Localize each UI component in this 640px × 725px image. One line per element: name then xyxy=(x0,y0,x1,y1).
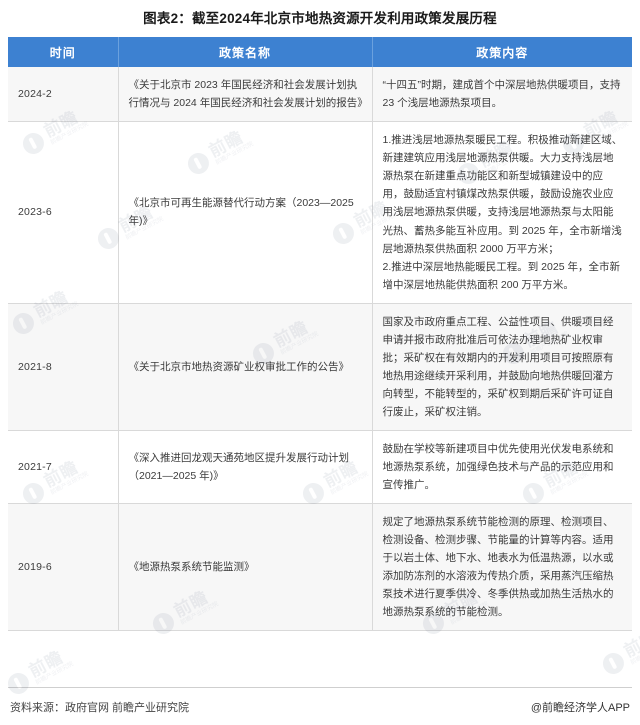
policy-history-table: 时间 政策名称 政策内容 2024-2 《关于北京市 2023 年国民经济和社会发… xyxy=(8,37,632,632)
content-paragraph: 1.推进浅层地源热泵暖民工程。积极推动新建区域、新建建筑应用浅层地源热泵供暖。大… xyxy=(382,134,623,255)
source-text: 资料来源：政府官网 前瞻产业研究院 xyxy=(10,701,190,714)
cell-policy-name: 《地源热泵系统节能监测》 xyxy=(118,503,373,632)
cell-policy-name: 《北京市可再生能源替代行动方案（2023—2025 年)》 xyxy=(118,121,373,304)
app-tag: @前瞻经济学人APP xyxy=(530,701,630,714)
cell-policy-content: 鼓励在学校等新建项目中优先使用光伏发电系统和地源热泵系统，加强绿色技术与产品的示… xyxy=(372,430,632,505)
cell-time: 2021-7 xyxy=(8,430,119,505)
column-header-time: 时间 xyxy=(8,37,119,68)
watermark-subtext: 前瞻产业研究院 xyxy=(629,641,640,667)
cell-policy-name: 《深入推进回龙观天通苑地区提升发展行动计划（2021—2025 年)》 xyxy=(118,430,373,505)
table-body: 2024-2 《关于北京市 2023 年国民经济和社会发展计划执行情况与 2024… xyxy=(8,67,632,632)
table-header: 时间 政策名称 政策内容 xyxy=(8,37,632,68)
content-paragraph: 2.推进中深层地热能暖民工程。到 2025 年，全市新增中深层地热能供热面积 2… xyxy=(382,260,620,291)
cell-time: 2021-8 xyxy=(8,303,119,431)
cell-policy-content: 国家及市政府重点工程、公益性项目、供暖项目经申请并报市政府批准后可依法办理地热矿… xyxy=(372,303,632,431)
table-row: 2019-6 《地源热泵系统节能监测》 规定了地源热泵系统节能检测的原理、检测项目、… xyxy=(8,503,632,632)
table-row: 2021-7 《深入推进回龙观天通苑地区提升发展行动计划（2021—2025 年)… xyxy=(8,430,632,505)
content-paragraph: “十四五”时期，建成首个中深层地热供暖项目，支持 23 个浅层地源热泵项目。 xyxy=(382,79,621,110)
cell-policy-content: 1.推进浅层地源热泵暖民工程。积极推动新建区域、新建建筑应用浅层地源热泵供暖。大… xyxy=(372,121,632,304)
content-paragraph: 规定了地源热泵系统节能检测的原理、检测项目、检测设备、检测步骤、节能量的计算等内… xyxy=(382,516,614,619)
column-header-name: 政策名称 xyxy=(118,37,373,68)
footer: 资料来源：政府官网 前瞻产业研究院 @前瞻经济学人APP xyxy=(8,687,632,725)
watermark: 前瞻前瞻产业研究院 xyxy=(598,625,640,678)
page-title: 图表2：截至2024年北京市地热资源开发利用政策发展历程 xyxy=(143,11,497,26)
cell-time: 2024-2 xyxy=(8,67,119,123)
watermark-brand: 前瞻 xyxy=(25,647,67,682)
column-header-content: 政策内容 xyxy=(372,37,632,68)
cell-policy-content: 规定了地源热泵系统节能检测的原理、检测项目、检测设备、检测步骤、节能量的计算等内… xyxy=(372,503,632,632)
content-paragraph: 国家及市政府重点工程、公益性项目、供暖项目经申请并报市政府批准后可依法办理地热矿… xyxy=(382,315,614,418)
cell-policy-name: 《关于北京市地热资源矿业权审批工作的公告》 xyxy=(118,303,373,431)
watermark-subtext: 前瞻产业研究院 xyxy=(34,661,75,687)
table-row: 2024-2 《关于北京市 2023 年国民经济和社会发展计划执行情况与 2024… xyxy=(8,67,632,123)
cell-policy-name: 《关于北京市 2023 年国民经济和社会发展计划执行情况与 2024 年国民经济… xyxy=(118,67,373,123)
watermark-logo-icon xyxy=(599,648,628,678)
table-row: 2023-6 《北京市可再生能源替代行动方案（2023—2025 年)》 1.推进浅… xyxy=(8,121,632,304)
content-paragraph: 鼓励在学校等新建项目中优先使用光伏发电系统和地源热泵系统，加强绿色技术与产品的示… xyxy=(382,442,614,492)
cell-time: 2019-6 xyxy=(8,503,119,632)
cell-time: 2023-6 xyxy=(8,121,119,304)
table-row: 2021-8 《关于北京市地热资源矿业权审批工作的公告》 国家及市政府重点工程、公益… xyxy=(8,303,632,431)
table-header-row: 时间 政策名称 政策内容 xyxy=(8,37,632,68)
cell-policy-content: “十四五”时期，建成首个中深层地热供暖项目，支持 23 个浅层地源热泵项目。 xyxy=(372,67,632,123)
